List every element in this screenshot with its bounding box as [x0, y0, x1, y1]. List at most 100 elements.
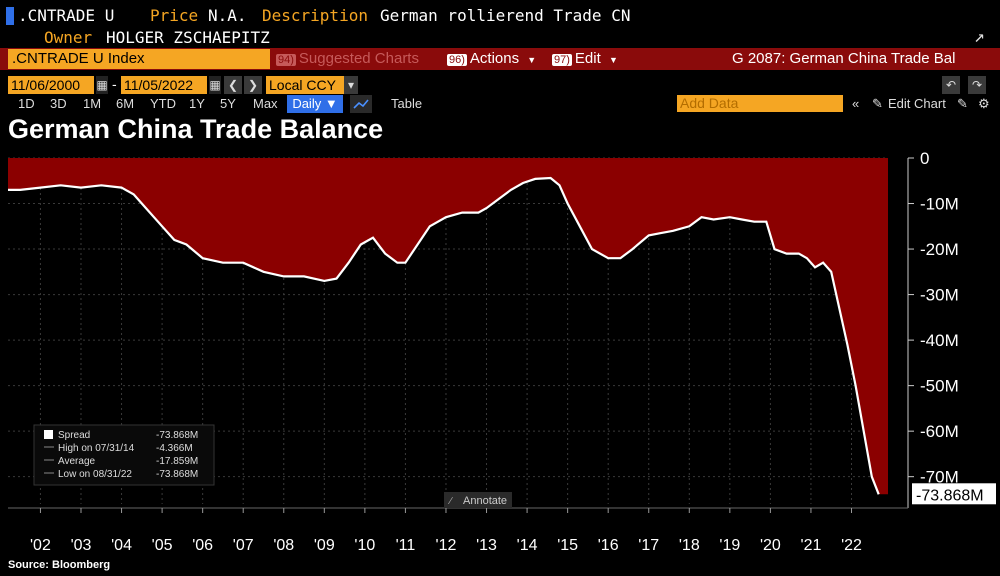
annotate-label: Annotate — [463, 495, 507, 507]
source-note: Source: Bloomberg — [8, 559, 111, 571]
legend-box — [33, 424, 215, 486]
undo-icon[interactable]: ↶ — [942, 76, 960, 94]
edit-chart-button[interactable]: Edit Chart — [888, 96, 946, 111]
range-5y[interactable]: 5Y — [220, 96, 236, 111]
y-tick-label: -70M — [920, 468, 959, 487]
x-tick-label: '18 — [679, 537, 700, 554]
x-tick-label: '15 — [557, 537, 578, 554]
chart-area: 0-10M-20M-30M-40M-50M-60M-70M '02'03'04 '… — [0, 148, 1000, 558]
annotate-button[interactable]: ∕ Annotate — [444, 492, 512, 508]
x-tick-label: '06 — [192, 537, 213, 554]
y-tick-label: -40M — [920, 331, 959, 350]
start-date-input[interactable]: 11/06/2000 — [8, 76, 94, 94]
ticker-text[interactable]: .CNTRADE U — [18, 6, 115, 25]
x-tick-label: '03 — [71, 537, 92, 554]
y-tick-label: -10M — [920, 195, 959, 214]
x-tick-label: '04 — [111, 537, 132, 554]
exit-icon[interactable]: ↗ — [974, 26, 985, 47]
legend-entry-name: Spread — [58, 430, 90, 441]
chevron-down-icon: ▼ — [608, 55, 618, 65]
x-tick-label: '17 — [638, 537, 659, 554]
range-ytd[interactable]: YTD — [150, 96, 176, 111]
end-date-input[interactable]: 11/05/2022 — [121, 76, 207, 94]
legend-entry-name: Average — [58, 456, 96, 467]
suggested-charts-button[interactable]: 94) Suggested Charts — [276, 48, 419, 70]
legend-swatch — [44, 430, 53, 439]
chevron-down-icon: ▼ — [527, 55, 537, 65]
legend-entry-value: -73.868M — [156, 469, 198, 480]
annotate-button-bg[interactable] — [444, 492, 512, 508]
legend-entry-name: Low on 08/31/22 — [58, 469, 132, 480]
y-axis-ticks: 0 -10M -20M -30M -40M -50M -60M -70M — [908, 149, 959, 487]
last-value-label: -73.868M — [916, 487, 984, 504]
last-value-box — [912, 483, 996, 505]
edit-settings-icon[interactable]: ✎ — [957, 96, 968, 111]
last-value-marker: -73.868M — [912, 483, 996, 505]
gear-icon[interactable]: ⚙ — [978, 96, 990, 111]
toolbar: .CNTRADE U Index 94) Suggested Charts 96)… — [0, 48, 1000, 70]
x-tick-label: '13 — [476, 537, 497, 554]
range-1y[interactable]: 1Y — [189, 96, 205, 111]
date-separator: - — [112, 76, 117, 92]
add-data-input[interactable]: Add Data — [677, 95, 843, 112]
suggested-label: Suggested Charts — [298, 50, 419, 67]
x-tick-label: '08 — [273, 537, 294, 554]
x-tick-label: '09 — [314, 537, 335, 554]
next-period-icon[interactable]: ❯ — [244, 76, 262, 94]
actions-menu-button[interactable]: 96) Actions ▼ — [447, 48, 536, 70]
x-tick-label: '02 — [30, 537, 51, 554]
y-tick-label: -60M — [920, 422, 959, 441]
x-tick-label: '11 — [396, 537, 416, 554]
range-3d[interactable]: 3D — [50, 96, 67, 111]
legend-entry-value: -4.366M — [156, 443, 193, 454]
x-tick-label: '21 — [801, 537, 822, 554]
frequency-select[interactable]: Daily ▼ — [287, 95, 343, 113]
date-row: 11/06/2000 ▦ - 11/05/2022 ▦ ❮ ❯ Local CC… — [0, 75, 1000, 95]
legend: Spread -73.868M High on 07/31/14 -4.366M Ave… — [33, 424, 215, 486]
table-button[interactable]: Table — [391, 96, 423, 111]
x-tick-label: '10 — [354, 537, 375, 554]
suggested-num: 94) — [276, 54, 296, 66]
x-tick-label: '05 — [152, 537, 173, 554]
series-area-fill — [8, 158, 888, 495]
edit-num: 97) — [552, 54, 572, 66]
price-label: Price — [150, 6, 199, 25]
security-input[interactable]: .CNTRADE U Index — [8, 49, 270, 69]
line-chart-icon[interactable] — [350, 95, 372, 113]
range-max[interactable]: Max — [253, 96, 278, 111]
owner-label: Owner — [44, 28, 93, 47]
y-tick-label: 0 — [920, 149, 929, 168]
x-tick-label: '19 — [719, 537, 740, 554]
chevron-down-icon[interactable]: ▾ — [344, 76, 358, 94]
x-tick-label: '20 — [760, 537, 781, 554]
actions-num: 96) — [447, 54, 467, 66]
x-tick-label: '07 — [233, 537, 254, 554]
chart-title: German China Trade Balance — [8, 114, 384, 144]
range-6m[interactable]: 6M — [116, 96, 135, 111]
pencil-icon[interactable]: ✎ — [872, 96, 883, 111]
legend-entry-value: -73.868M — [156, 430, 198, 441]
redo-icon[interactable]: ↷ — [968, 76, 986, 94]
range-1m[interactable]: 1M — [83, 96, 102, 111]
description-label: Description — [262, 6, 368, 25]
y-tick-label: -20M — [920, 240, 959, 259]
collapse-icon[interactable]: « — [852, 96, 860, 111]
range-1d[interactable]: 1D — [18, 96, 35, 111]
annotate-pencil-icon: ∕ — [447, 496, 453, 507]
y-tick-label: -30M — [920, 286, 959, 305]
range-row: 1D 3D 1M 6M YTD 1Y 5Y Max Daily ▼ Table … — [0, 95, 1000, 113]
edit-menu-button[interactable]: 97) Edit ▼ — [552, 48, 618, 70]
x-tick-label: '12 — [436, 537, 457, 554]
calendar-icon[interactable]: ▦ — [96, 76, 108, 94]
legend-entry-value: -17.859M — [156, 456, 198, 467]
x-tick-label: '14 — [517, 537, 538, 554]
calendar-icon[interactable]: ▦ — [209, 76, 221, 94]
owner-value: HOLGER ZSCHAEPITZ — [106, 28, 270, 47]
x-axis-ticks: '02 '03 '04 '05 '06 '07 '08 '09 '10 '11 '12 '13 '14 '… — [8, 507, 908, 554]
prev-period-icon[interactable]: ❮ — [224, 76, 242, 94]
currency-select[interactable]: Local CCY — [266, 76, 344, 94]
x-tick-label: '22 — [841, 537, 862, 554]
y-tick-label: -50M — [920, 377, 959, 396]
chart-id: G 2087: German China Trade Bal — [732, 50, 956, 67]
edit-label: Edit — [574, 50, 601, 67]
